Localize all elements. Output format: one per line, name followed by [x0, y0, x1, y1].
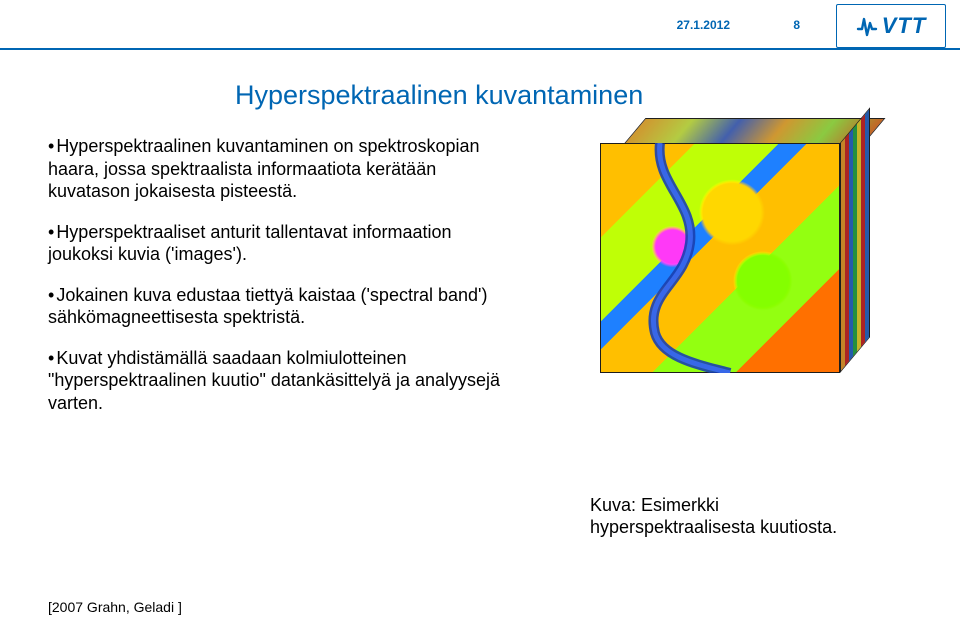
vtt-logo: VTT — [836, 4, 946, 48]
hyperspectral-cube-figure — [600, 118, 900, 398]
logo-pulse-icon — [856, 13, 878, 39]
bullet-item: Kuvat yhdistämällä saadaan kolmiulottein… — [48, 347, 503, 415]
bullet-item: Hyperspektraalinen kuvantaminen on spekt… — [48, 135, 503, 203]
logo-text: VTT — [882, 13, 927, 39]
header-date: 27.1.2012 — [677, 18, 730, 32]
bullet-list: Hyperspektraalinen kuvantaminen on spekt… — [48, 135, 503, 432]
citation-text: [2007 Grahn, Geladi ] — [48, 599, 182, 615]
header-page-number: 8 — [793, 18, 800, 32]
bullet-item: Jokainen kuva edustaa tiettyä kaistaa ('… — [48, 284, 503, 329]
cube-side-face — [840, 107, 870, 373]
figure-caption: Kuva: Esimerkki hyperspektraalisesta kuu… — [590, 495, 870, 538]
cube-3d — [600, 118, 900, 398]
slide-header: 27.1.2012 8 VTT — [0, 0, 960, 50]
cube-front-face — [600, 143, 840, 373]
slide-title: Hyperspektraalinen kuvantaminen — [235, 80, 643, 111]
bullet-item: Hyperspektraaliset anturit tallentavat i… — [48, 221, 503, 266]
